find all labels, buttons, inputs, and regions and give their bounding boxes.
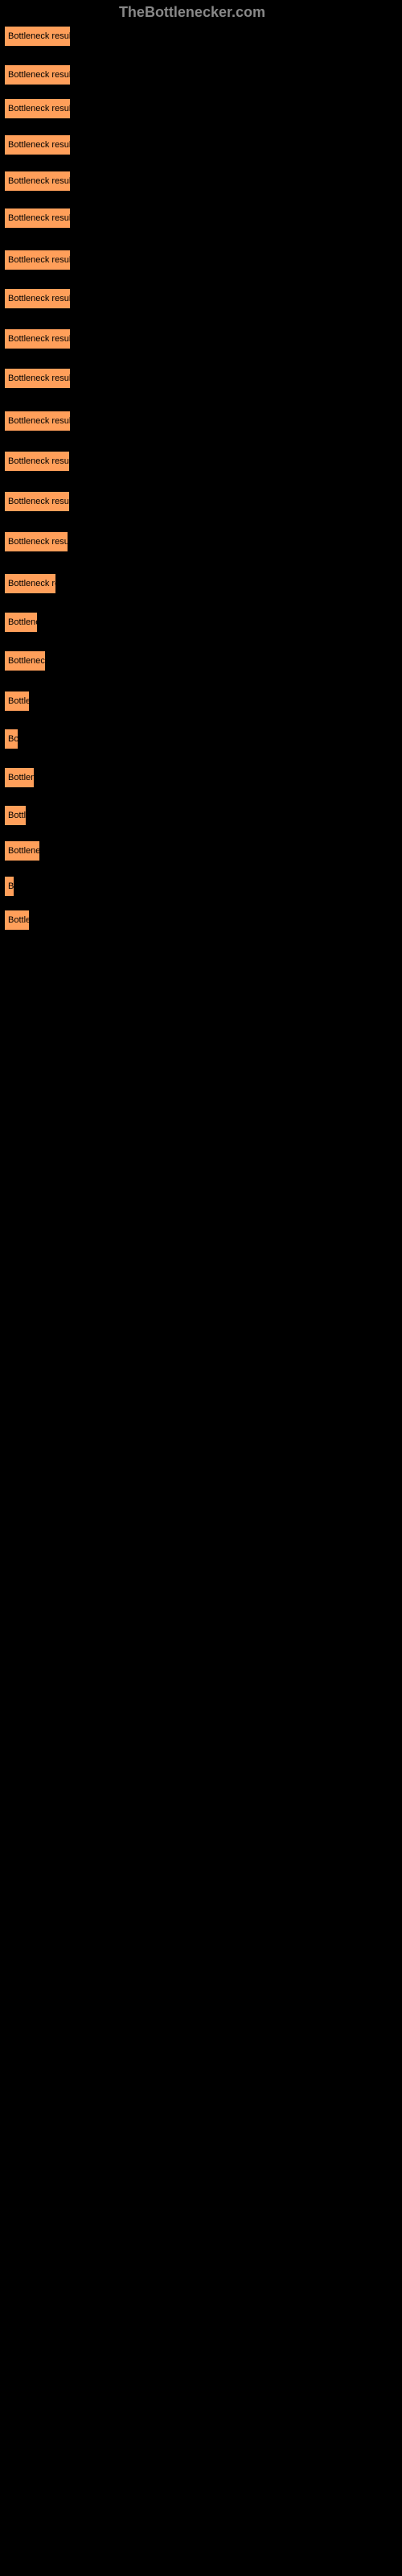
bottleneck-result-box[interactable]: Bottleneck result (4, 451, 70, 472)
bottleneck-result-box[interactable]: Bottleneck result (4, 328, 71, 349)
bottleneck-result-box[interactable]: Bottleneck result (4, 491, 70, 512)
bottleneck-result-box[interactable]: Bottleneck result (4, 250, 71, 270)
bottleneck-result-box[interactable]: Bottleneck result (4, 171, 71, 192)
bottleneck-result-box[interactable]: Bottleneck result (4, 368, 71, 389)
bottleneck-result-box[interactable]: Bottleneck result (4, 98, 71, 119)
bottleneck-result-box[interactable]: Bottlen (4, 767, 35, 788)
bottleneck-result-box[interactable]: Bottleneck result (4, 134, 71, 155)
bottleneck-result-box[interactable]: Bottleneck (4, 650, 46, 671)
bottleneck-result-box[interactable]: Bottle (4, 910, 30, 931)
bottleneck-result-box[interactable]: Bottleneck re (4, 573, 56, 594)
bottleneck-result-box[interactable]: Bottl (4, 805, 27, 826)
bottleneck-result-box[interactable]: Bottleneck result (4, 26, 71, 47)
bottleneck-result-box[interactable]: Bottleneck result (4, 411, 71, 431)
bottleneck-result-box[interactable]: Bo (4, 729, 18, 749)
bottleneck-result-box[interactable]: Bottleneck result (4, 64, 71, 85)
bottleneck-result-box[interactable]: Bottlene (4, 840, 40, 861)
bottleneck-result-box[interactable]: Bottleneck result (4, 288, 71, 309)
bottleneck-result-box[interactable]: Bottleneck result (4, 208, 71, 229)
bottleneck-result-box[interactable]: Bottleneck result (4, 531, 68, 552)
bottleneck-result-box[interactable]: Bottlene (4, 612, 38, 633)
site-header-title: TheBottlenecker.com (119, 4, 265, 21)
bottleneck-result-box[interactable]: Bottle (4, 691, 30, 712)
bottleneck-result-box[interactable]: B (4, 876, 14, 897)
